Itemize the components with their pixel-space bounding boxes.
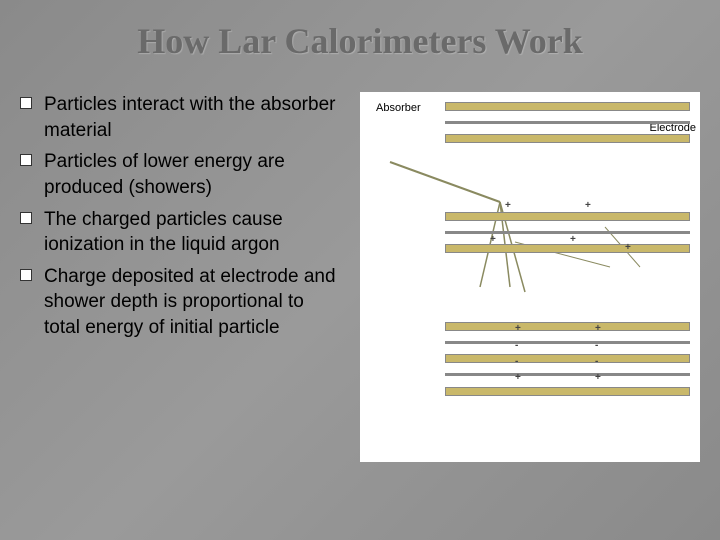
absorber-layer: [445, 354, 690, 363]
electrode-layer: [445, 373, 690, 376]
bullet-item: The charged particles cause ionization i…: [20, 207, 340, 258]
checkbox-icon: [20, 97, 32, 109]
charge-symbol: -: [515, 356, 518, 367]
charge-symbol: -: [595, 356, 598, 367]
content-row: Particles interact with the absorber mat…: [0, 92, 720, 462]
bullet-text: Particles of lower energy are produced (…: [44, 149, 340, 200]
checkbox-icon: [20, 154, 32, 166]
charge-symbol: +: [515, 372, 521, 383]
bullet-item: Charge deposited at electrode and shower…: [20, 264, 340, 341]
charge-symbol: +: [515, 323, 521, 334]
bullet-text: Charge deposited at electrode and shower…: [44, 264, 340, 341]
charge-symbol: +: [625, 242, 631, 253]
bullet-item: Particles interact with the absorber mat…: [20, 92, 340, 143]
page-title: How Lar Calorimeters Work: [0, 0, 720, 62]
absorber-layer: [445, 322, 690, 331]
bullet-text: The charged particles cause ionization i…: [44, 207, 340, 258]
charge-symbol: -: [515, 340, 518, 351]
electrode-layer: [445, 341, 690, 344]
charge-symbol: +: [595, 323, 601, 334]
calorimeter-diagram: Absorber Electrode +++++++----++: [360, 92, 700, 462]
bullet-list: Particles interact with the absorber mat…: [20, 92, 350, 462]
checkbox-icon: [20, 269, 32, 281]
absorber-layer: [445, 244, 690, 253]
particle-tracks: [360, 92, 700, 462]
charge-symbol: +: [490, 234, 496, 245]
electrode-layer: [445, 231, 690, 234]
charge-symbol: +: [505, 200, 511, 211]
charge-symbol: +: [570, 234, 576, 245]
bullet-text: Particles interact with the absorber mat…: [44, 92, 340, 143]
absorber-layer: [445, 102, 690, 111]
absorber-layer: [445, 387, 690, 396]
absorber-layer: [445, 134, 690, 143]
absorber-layer: [445, 212, 690, 221]
charge-symbol: +: [585, 200, 591, 211]
bullet-item: Particles of lower energy are produced (…: [20, 149, 340, 200]
charge-symbol: +: [595, 372, 601, 383]
electrode-layer: [445, 121, 690, 124]
checkbox-icon: [20, 212, 32, 224]
charge-symbol: -: [595, 340, 598, 351]
